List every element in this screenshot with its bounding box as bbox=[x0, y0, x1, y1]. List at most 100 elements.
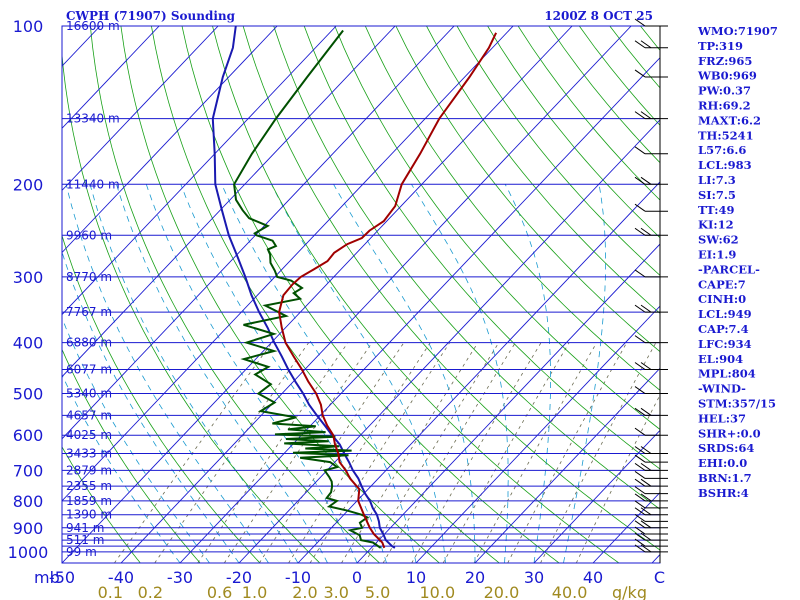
pressure-label: 600 bbox=[13, 426, 44, 445]
stability-index-row: CAPE:7 bbox=[698, 277, 746, 291]
wind-barb-flag bbox=[640, 227, 652, 236]
mixing-ratio-label: 5.0 bbox=[365, 583, 390, 600]
stability-index-row: TH:5241 bbox=[698, 128, 754, 142]
mixing-ratio-line bbox=[197, 342, 349, 563]
height-label: 9960 m bbox=[66, 228, 112, 242]
stability-index-row: SI:7.5 bbox=[698, 188, 736, 202]
stability-index-row: TP:319 bbox=[698, 39, 743, 53]
dry-adiabat-line bbox=[181, 26, 560, 563]
pressure-label: 1000 bbox=[8, 543, 49, 562]
moist-adiabat-line bbox=[145, 184, 358, 563]
isotherm-line bbox=[62, 26, 160, 129]
wind-barb-flag bbox=[640, 362, 652, 370]
wind-barb-flag bbox=[634, 203, 646, 212]
wind-barb-flag bbox=[640, 532, 652, 541]
mixing-ratio-line bbox=[288, 342, 431, 563]
wind-barb-flag bbox=[634, 478, 646, 487]
height-label: 1859 m bbox=[66, 494, 112, 508]
mixing-ratio-label: 0.2 bbox=[138, 583, 163, 600]
height-label: 1390 m bbox=[66, 508, 112, 522]
temperature-tick-label: 10 bbox=[406, 568, 426, 587]
wind-barb-flag bbox=[634, 111, 646, 120]
mixing-ratio-line bbox=[341, 342, 479, 563]
stability-index-row: SHR+:0.0 bbox=[698, 426, 761, 440]
temperature-tick-label: -10 bbox=[285, 568, 311, 587]
wind-barb-flag bbox=[640, 40, 652, 49]
observation-time: 1200Z 8 OCT 25 bbox=[544, 9, 653, 23]
stability-index-row: LFC:934 bbox=[698, 337, 752, 351]
wind-barb-flag bbox=[640, 176, 652, 185]
mixing-ratio-line bbox=[309, 342, 451, 563]
pressure-label: 900 bbox=[13, 519, 44, 538]
wind-barb-flag bbox=[634, 386, 646, 394]
mixing-ratio-line bbox=[223, 342, 373, 563]
temperature-tick-label: -20 bbox=[226, 568, 252, 587]
dry-adiabat-line bbox=[395, 26, 660, 353]
isotherm-line bbox=[62, 26, 396, 378]
isobar-lines bbox=[61, 25, 661, 564]
wind-barb-flag bbox=[640, 446, 652, 454]
pressure-label: 700 bbox=[13, 461, 44, 480]
stability-index-row: BRN:1.7 bbox=[698, 471, 752, 485]
mixing-ratio-line bbox=[259, 342, 405, 563]
mixing-ratio-line bbox=[473, 342, 598, 563]
stability-index-row: HEL:37 bbox=[698, 411, 746, 425]
dry-adiabat-line bbox=[62, 446, 141, 563]
wind-barb-flag bbox=[640, 304, 652, 313]
wind-barb-flag bbox=[634, 462, 646, 471]
wind-column-label: C bbox=[654, 568, 665, 587]
height-label: 4657 m bbox=[66, 408, 112, 422]
height-label: 7767 m bbox=[66, 305, 112, 319]
wind-barb-flag bbox=[634, 500, 646, 509]
stability-index-row: LCL:949 bbox=[698, 307, 752, 321]
mixing-ratio-line bbox=[442, 342, 570, 563]
stability-index-row: MAXT:6.2 bbox=[698, 113, 761, 127]
height-label: 99 m bbox=[66, 545, 97, 559]
height-label: 11440 m bbox=[66, 177, 120, 191]
wind-barb-flag bbox=[634, 69, 646, 78]
stability-index-row: WMO:71907 bbox=[697, 24, 778, 38]
wind-barb-flag bbox=[634, 471, 646, 479]
wind-barb-flag bbox=[634, 176, 646, 185]
height-label: 6880 m bbox=[66, 336, 112, 350]
moist-adiabat-line bbox=[271, 184, 446, 563]
isotherm-line bbox=[62, 26, 278, 254]
pressure-label: 800 bbox=[13, 492, 44, 511]
height-label: 941 m bbox=[66, 521, 104, 535]
height-label: 8770 m bbox=[66, 270, 112, 284]
pressure-label: 200 bbox=[13, 175, 44, 194]
temperature-tick-label: 40 bbox=[583, 568, 603, 587]
dry-adiabat-line bbox=[426, 26, 660, 314]
wind-barb-flag bbox=[634, 513, 646, 522]
wind-barb-flag bbox=[634, 526, 646, 535]
temperature-tick-label: -30 bbox=[167, 568, 193, 587]
height-label: 13340 m bbox=[66, 112, 120, 126]
stability-index-row: -WIND- bbox=[698, 382, 746, 396]
mixing-ratio-label: 1.0 bbox=[242, 583, 267, 600]
wind-barb-flag bbox=[634, 532, 646, 541]
temperature-tick-label: 30 bbox=[524, 568, 544, 587]
dry-adiabat-line bbox=[273, 26, 660, 510]
stability-index-row: FRZ:965 bbox=[698, 54, 752, 68]
dry-adiabat-line bbox=[364, 26, 660, 391]
isotherm-line bbox=[62, 26, 219, 192]
height-label: 4025 m bbox=[66, 428, 112, 442]
dry-adiabat-line bbox=[242, 26, 660, 551]
isotherm-line bbox=[179, 57, 660, 563]
stability-index-row: -PARCEL- bbox=[698, 262, 760, 276]
isotherm-line bbox=[120, 26, 632, 563]
dewpoint-line bbox=[233, 29, 382, 549]
height-label: 511 m bbox=[66, 533, 104, 547]
wind-barb-flag bbox=[634, 486, 646, 495]
height-label: 2879 m bbox=[66, 463, 112, 477]
dry-adiabat-line bbox=[334, 26, 660, 430]
stability-index-row: EHI:0.0 bbox=[698, 456, 747, 470]
mixing-ratio-label: 40.0 bbox=[552, 583, 588, 600]
stability-index-row: KI:12 bbox=[698, 218, 734, 232]
temperature-tick-label: -50 bbox=[49, 568, 75, 587]
mixing-ratio-line bbox=[154, 342, 310, 563]
moist-adiabat-line bbox=[62, 250, 240, 563]
temperature-tick-label: 20 bbox=[465, 568, 485, 587]
wind-barb-flag bbox=[634, 146, 646, 155]
